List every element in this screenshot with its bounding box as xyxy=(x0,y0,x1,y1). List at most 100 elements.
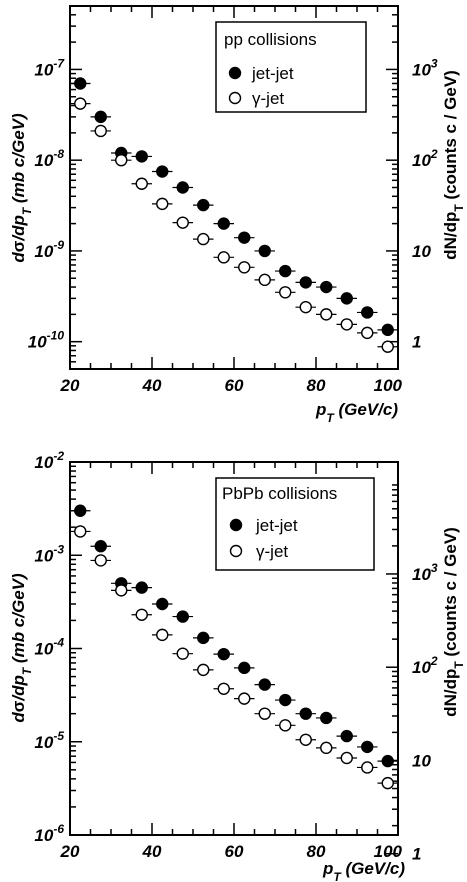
pp-gamma-jet-point xyxy=(258,273,271,287)
pp-jet-jet-point xyxy=(156,165,169,178)
pp-gamma-jet-point xyxy=(238,261,251,274)
pp-gamma-jet-point xyxy=(299,300,312,314)
pp-y-tick-label: 10-9 xyxy=(34,238,64,261)
pbpb-jet-jet-point xyxy=(74,504,87,517)
pp-x-axis-title: pT (GeV/c) xyxy=(315,400,398,425)
pbpb-gamma-jet-point xyxy=(197,663,210,677)
pp-gamma-jet-point xyxy=(94,124,107,138)
pp-axis-ticks xyxy=(69,5,399,370)
pbpb-right-tick-label: 1 xyxy=(412,845,421,864)
pbpb-jet-jet-point xyxy=(279,693,292,707)
pp-y-tick-label: 10-8 xyxy=(34,147,64,170)
pbpb-gamma-jet-point xyxy=(361,761,374,774)
pp-y-axis-title: dσ/dpT (mb c/GeV) xyxy=(9,113,34,263)
pp-legend-label-gamma-jet: γ-jet xyxy=(252,89,284,108)
pbpb-gamma-jet-point xyxy=(74,525,87,538)
pbpb-x-tick-label: 20 xyxy=(60,842,80,861)
pp-gamma-jet-point xyxy=(381,340,394,353)
pp-x-tick-label: 20 xyxy=(60,376,80,395)
pp-legend-marker-gamma-jet xyxy=(228,91,242,105)
pbpb-legend-label-gamma-jet: γ-jet xyxy=(256,542,288,561)
pbpb-x-axis-title: pT (GeV/c) xyxy=(322,859,405,882)
pbpb-legend-box xyxy=(215,477,375,571)
pbpb-y-tick-label: 10-4 xyxy=(34,636,64,659)
pp-gamma-jet-point xyxy=(74,97,87,110)
pp-y-tick-label: 10-7 xyxy=(34,56,65,79)
pbpb-gamma-jet-point xyxy=(135,608,148,621)
pp-x-tick-labels: 20 40 60 80 100 xyxy=(60,376,403,395)
pbpb-legend-label-jet-jet: jet-jet xyxy=(255,516,298,535)
pp-right-tick-label: 102 xyxy=(412,147,438,170)
pp-jet-jet-point xyxy=(361,306,374,319)
pp-legend-title: pp collisions xyxy=(224,30,317,49)
pbpb-x-tick-label: 40 xyxy=(142,842,162,861)
pbpb-right-tick-label: 10 xyxy=(412,751,431,770)
pbpb-gamma-jet-point xyxy=(299,733,312,746)
pbpb-jet-jet-point xyxy=(197,631,210,645)
pp-gamma-jet-point xyxy=(197,232,210,246)
pp-jet-jet-point xyxy=(320,280,333,294)
pp-jet-jet-point xyxy=(176,181,189,194)
pp-jet-jet-point xyxy=(217,217,230,230)
pp-gamma-jet-point xyxy=(217,251,230,264)
pp-gamma-jet-point xyxy=(135,177,148,190)
pp-markers xyxy=(74,77,394,353)
pbpb-jet-jet-point xyxy=(135,581,148,594)
pbpb-gamma-jet-point xyxy=(94,554,107,567)
pbpb-jet-jet-point xyxy=(361,740,374,754)
pp-legend-marker-jet-jet xyxy=(228,66,242,80)
pp-gamma-jet-point xyxy=(156,197,169,211)
pbpb-x-tick-labels: 20 40 60 80 100 xyxy=(60,842,403,861)
pbpb-jet-jet-point xyxy=(258,678,271,691)
pbpb-gamma-jet-point xyxy=(176,647,189,660)
pp-legend: pp collisions jet-jet γ-jet xyxy=(215,21,367,113)
pp-right-tick-label: 1 xyxy=(412,333,421,352)
pp-y-tick-label: 10-10 xyxy=(28,329,65,352)
pbpb-jet-jet-point xyxy=(340,729,353,743)
pbpb-x-tick-label: 80 xyxy=(307,842,326,861)
pbpb-jet-jet-point xyxy=(320,711,333,725)
pbpb-right-axis-title: dN/dpT (counts c / GeV) xyxy=(441,527,466,717)
pbpb-legend: PbPb collisions jet-jet γ-jet xyxy=(215,477,375,571)
pp-gamma-jet-point xyxy=(115,153,128,167)
pbpb-y-axis-title: dσ/dpT (mb c/GeV) xyxy=(9,573,34,723)
pp-gamma-jet-point xyxy=(340,318,353,331)
pp-y-tick-labels: 10-7 10-8 10-9 10-10 xyxy=(28,56,66,351)
pbpb-y-tick-labels: 10-2 10-3 10-4 10-5 10-6 xyxy=(34,449,64,845)
pbpb-legend-title: PbPb collisions xyxy=(222,484,337,503)
pp-jet-jet-point xyxy=(381,323,394,337)
pbpb-y-tick-label: 10-2 xyxy=(34,449,64,472)
pbpb-y-tick-label: 10-3 xyxy=(34,542,64,565)
pbpb-gamma-jet-point xyxy=(156,628,169,642)
pp-gamma-jet-point xyxy=(176,216,189,229)
pbpb-y-tick-label: 10-6 xyxy=(34,822,64,845)
pp-jet-jet-point xyxy=(74,77,87,90)
pp-jet-jet-point xyxy=(135,150,148,163)
pbpb-y-tick-label: 10-5 xyxy=(34,729,64,752)
pbpb-right-tick-label: 103 xyxy=(412,561,438,584)
pp-jet-jet-point xyxy=(94,110,107,124)
pbpb-jet-jet-point xyxy=(94,540,107,553)
pbpb-x-tick-label: 60 xyxy=(225,842,244,861)
pbpb-axis-ticks xyxy=(69,461,399,855)
pbpb-gamma-jet-point xyxy=(217,682,230,695)
pp-jet-jet-point xyxy=(340,292,353,305)
pp-right-tick-label: 10 xyxy=(412,242,431,261)
pbpb-jet-jet-point xyxy=(381,754,394,768)
pp-right-tick-label: 103 xyxy=(412,56,438,79)
pbpb-jet-jet-point xyxy=(238,661,251,675)
pbpb-legend-marker-gamma-jet xyxy=(229,544,243,558)
pp-jet-jet-point xyxy=(299,276,312,289)
pbpb-legend-marker-jet-jet xyxy=(229,518,243,532)
pp-jet-jet-point xyxy=(279,264,292,278)
pp-x-tick-label: 40 xyxy=(142,376,162,395)
pbpb-gamma-jet-point xyxy=(320,741,333,755)
pp-legend-label-jet-jet: jet-jet xyxy=(251,64,294,83)
pbpb-gamma-jet-point xyxy=(238,692,251,705)
pbpb-x-tick-label: 100 xyxy=(374,842,403,861)
pp-jet-jet-point xyxy=(258,244,271,258)
pbpb-right-tick-label: 102 xyxy=(412,654,438,677)
